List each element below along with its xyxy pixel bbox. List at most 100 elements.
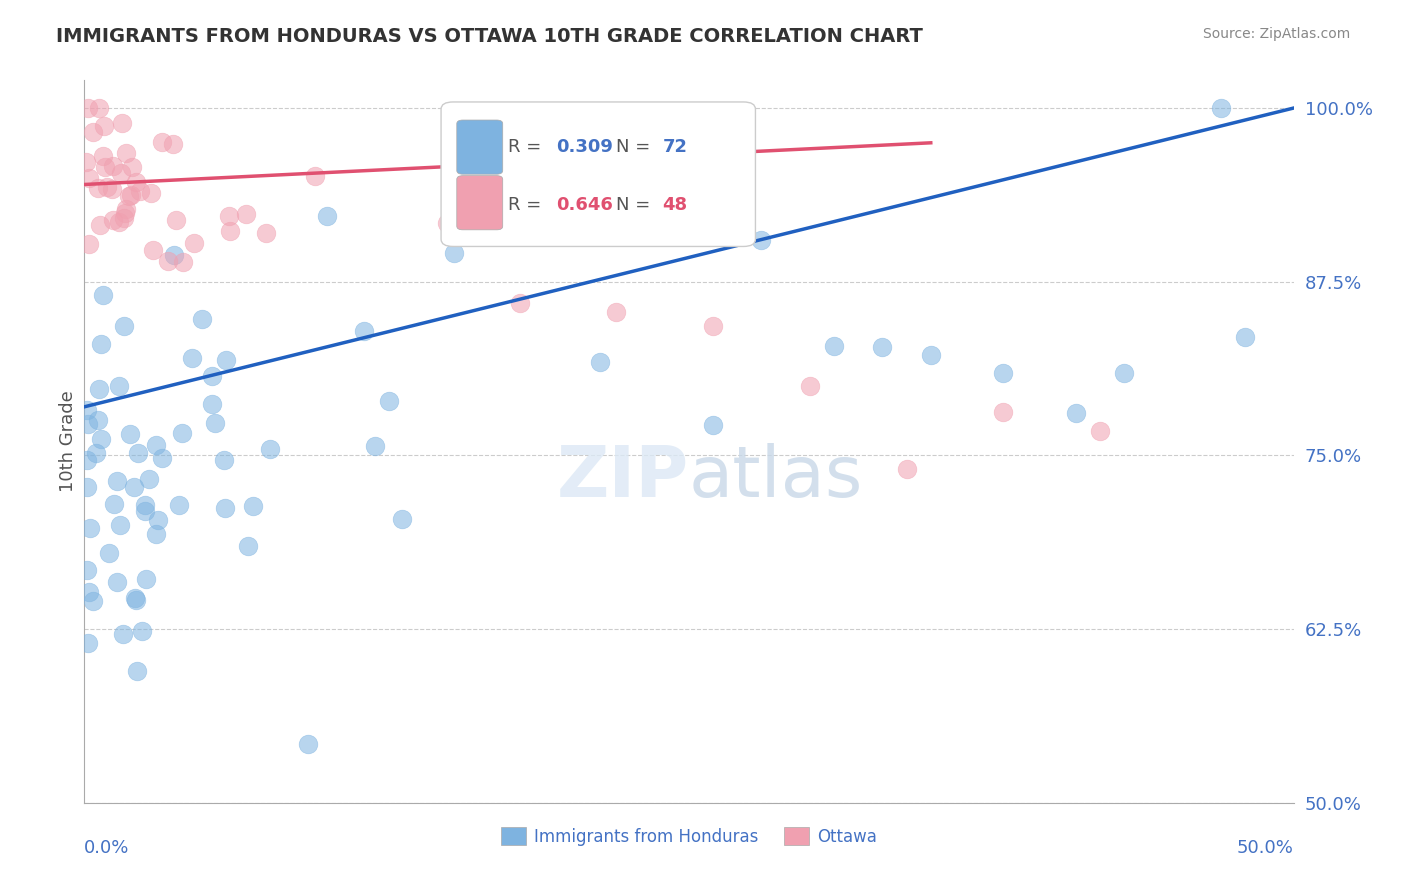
Point [162,136,184,151]
Point [145,526,167,541]
Point [127,446,149,460]
Point [353,324,375,338]
Point [120,188,142,202]
Point [77,584,100,599]
Point [509,296,531,310]
Point [115,202,138,216]
Point [96,180,118,194]
Point [76,563,98,577]
Point [190,312,212,326]
Point [97,546,120,560]
Point [799,378,821,392]
Text: 0.646: 0.646 [555,195,613,213]
Point [364,439,387,453]
Point [101,213,124,227]
Point [122,480,145,494]
Point [89,218,111,232]
Text: Source: ZipAtlas.com: Source: ZipAtlas.com [1202,27,1350,41]
Point [605,305,627,319]
Point [297,737,319,751]
Point [87,383,110,397]
Text: IMMIGRANTS FROM HONDURAS VS OTTAWA 10TH GRADE CORRELATION CHART: IMMIGRANTS FROM HONDURAS VS OTTAWA 10TH … [56,27,924,45]
Point [896,461,918,475]
Point [77,101,100,115]
Text: R =: R = [508,137,547,156]
Point [108,215,131,229]
Point [214,453,236,467]
Point [93,120,115,134]
Point [134,504,156,518]
Point [125,593,148,607]
Point [993,366,1015,380]
Point [90,432,112,446]
Point [124,591,146,605]
Point [135,572,157,586]
Text: atlas: atlas [689,443,863,512]
Point [75,155,97,169]
Text: N =: N = [616,195,657,213]
Point [214,500,236,515]
Point [150,135,173,149]
Point [993,405,1015,419]
Point [702,417,724,432]
Point [259,442,281,457]
Point [101,182,124,196]
Point [215,353,238,368]
Point [91,149,114,163]
Text: R =: R = [508,195,547,213]
Text: ZIP: ZIP [557,443,689,512]
Point [108,378,131,392]
Point [105,575,128,590]
Point [183,236,205,251]
Point [138,472,160,486]
Point [678,219,700,233]
Point [725,224,748,238]
Point [111,627,134,641]
Point [751,233,773,247]
Point [82,594,104,608]
Point [702,318,724,333]
Point [1209,101,1232,115]
Point [77,171,100,186]
FancyBboxPatch shape [457,120,503,174]
Point [112,211,135,226]
Point [125,664,148,678]
Point [77,236,100,251]
Point [218,223,240,237]
Point [163,248,186,262]
Point [172,425,194,440]
Point [76,453,98,467]
Text: 50.0%: 50.0% [1237,838,1294,857]
Point [87,181,110,195]
Point [118,189,141,203]
Point [1114,366,1136,380]
Point [91,288,114,302]
Point [181,351,204,365]
Point [823,338,845,352]
Point [112,319,135,334]
Point [82,125,104,139]
Point [316,210,339,224]
Point [242,499,264,513]
Legend: Immigrants from Honduras, Ottawa: Immigrants from Honduras, Ottawa [495,821,883,852]
Point [304,169,326,183]
Point [114,206,136,220]
Point [238,539,260,553]
Text: 0.309: 0.309 [555,137,613,156]
Point [172,254,194,268]
Text: 72: 72 [662,137,688,156]
Point [872,339,894,353]
Text: 48: 48 [662,195,688,213]
Point [145,438,167,452]
Point [204,416,226,430]
Point [1234,330,1257,344]
Point [1064,406,1087,420]
Point [111,115,134,129]
Point [134,498,156,512]
Point [588,355,610,369]
Point [201,369,224,384]
Point [920,348,942,362]
Point [218,209,240,223]
Point [254,227,277,241]
Point [86,445,108,459]
